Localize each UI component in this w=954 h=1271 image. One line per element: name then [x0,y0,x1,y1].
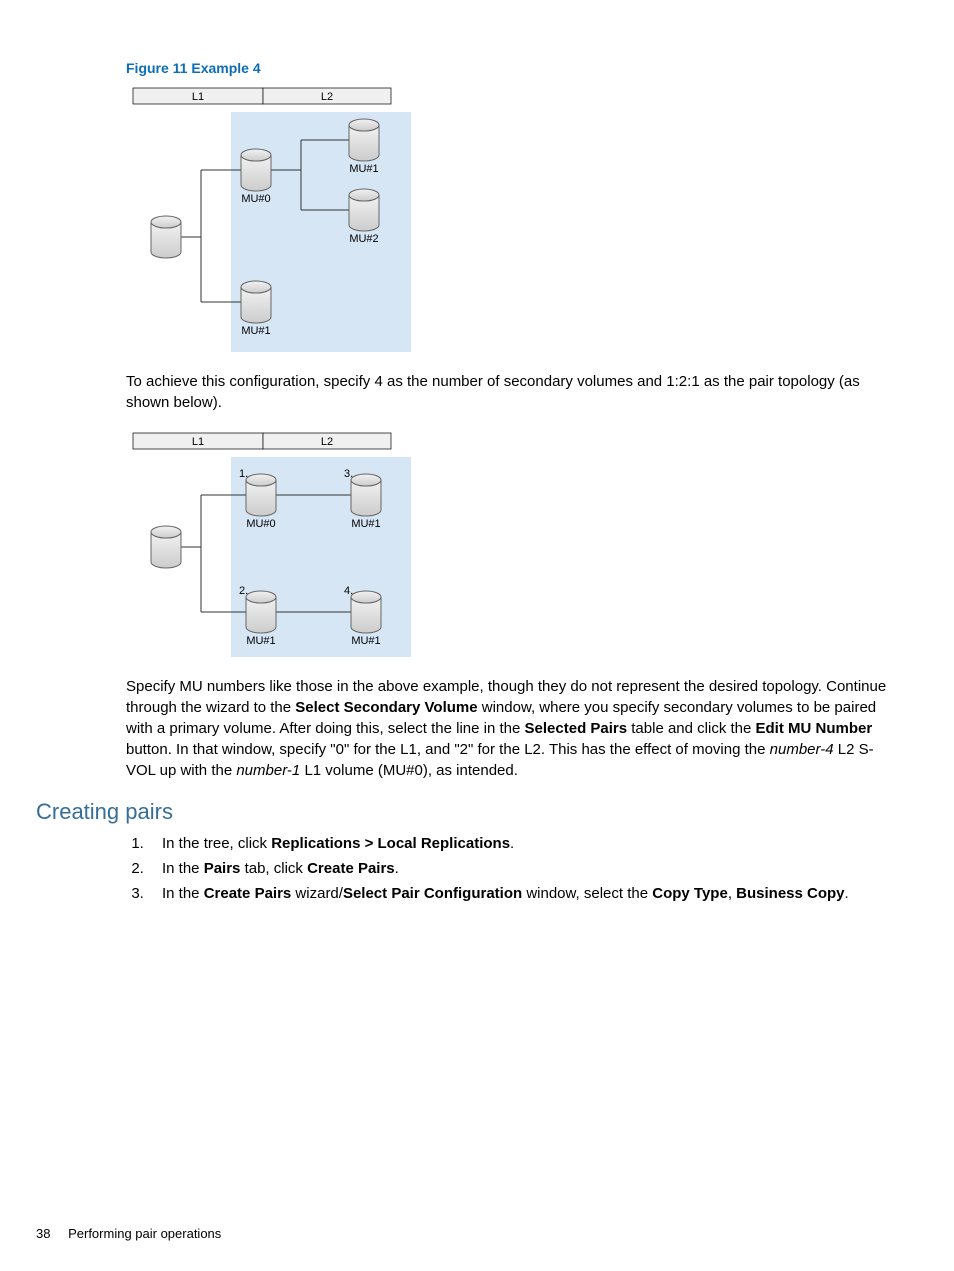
svg-text:MU#0: MU#0 [246,518,275,530]
steps-list: In the tree, click Replications > Local … [126,833,898,904]
svg-text:MU#2: MU#2 [349,233,378,245]
svg-text:4.: 4. [344,585,353,597]
svg-text:L1: L1 [192,436,204,448]
svg-text:L2: L2 [321,91,333,103]
diagram-1: L1 L2 MU#0 MU#1 MU#1 MU#2 [126,82,416,357]
svg-text:MU#1: MU#1 [351,518,380,530]
svg-text:MU#1: MU#1 [349,163,378,175]
svg-text:MU#1: MU#1 [241,325,270,337]
step-item: In the tree, click Replications > Local … [148,833,898,854]
svg-text:2.: 2. [239,585,248,597]
paragraph-2: Specify MU numbers like those in the abo… [126,676,898,781]
page-footer: 38 Performing pair operations [36,1226,221,1241]
section-heading: Creating pairs [36,799,898,825]
svg-text:L2: L2 [321,436,333,448]
figure-caption: Figure 11 Example 4 [126,60,898,76]
svg-text:MU#0: MU#0 [241,193,270,205]
page-number: 38 [36,1226,50,1241]
footer-title: Performing pair operations [68,1226,221,1241]
diagram-2: L1 L2 MU#0 MU#1 MU#1 MU#1 1. 2. 3. 4. [126,427,416,662]
paragraph-1: To achieve this configuration, specify 4… [126,371,898,413]
step-item: In the Create Pairs wizard/Select Pair C… [148,883,898,904]
svg-text:1.: 1. [239,468,248,480]
svg-text:MU#1: MU#1 [246,635,275,647]
step-item: In the Pairs tab, click Create Pairs. [148,858,898,879]
svg-text:MU#1: MU#1 [351,635,380,647]
svg-text:3.: 3. [344,468,353,480]
svg-text:L1: L1 [192,91,204,103]
